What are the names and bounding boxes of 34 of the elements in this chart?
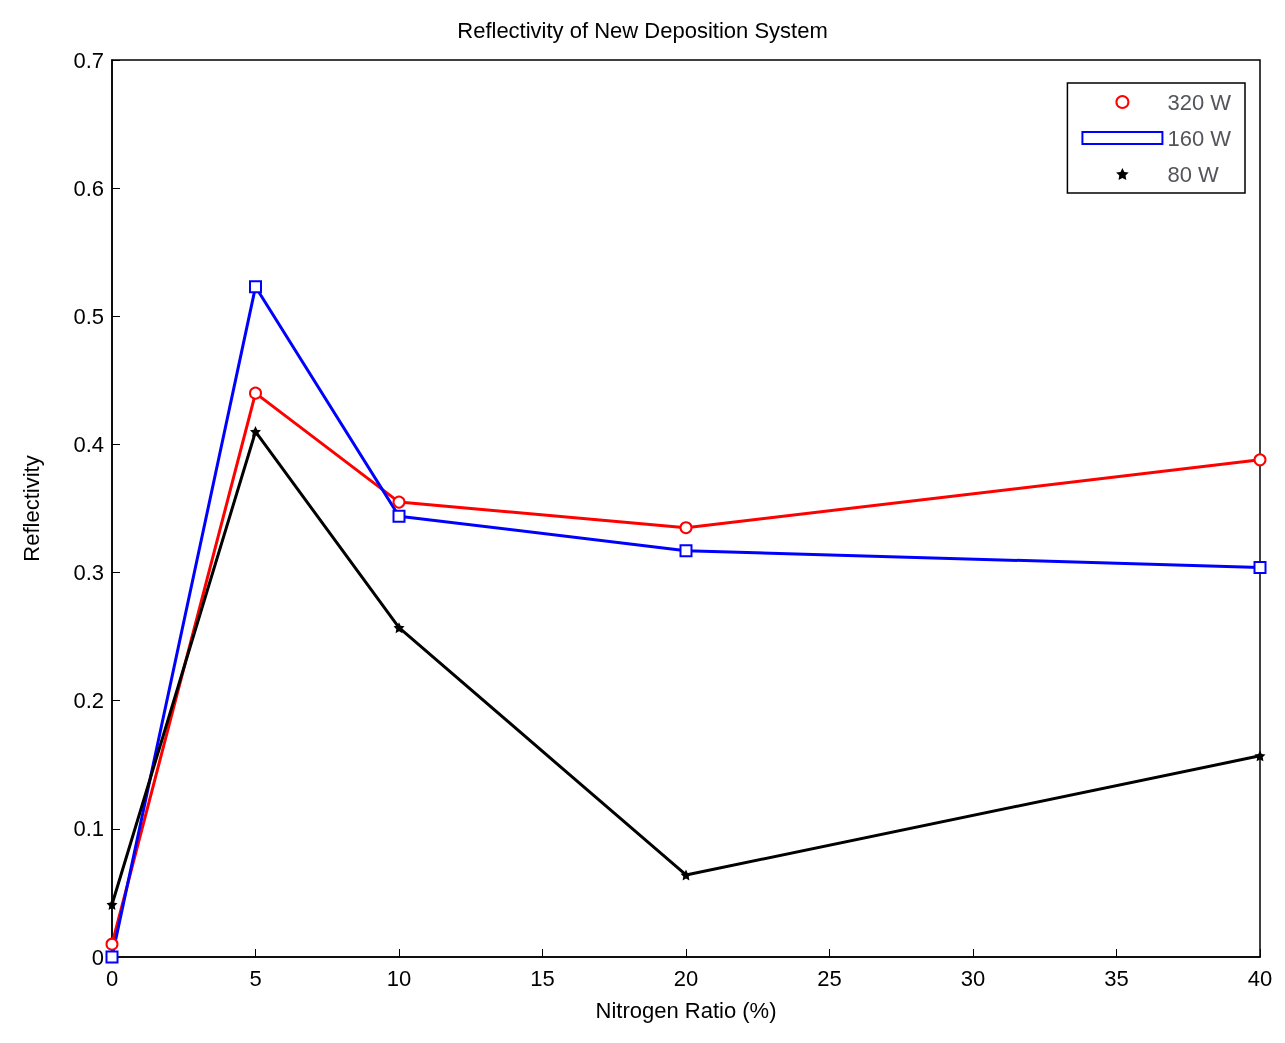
point bbox=[249, 386, 262, 400]
x-tick-label: 10 bbox=[386, 965, 412, 991]
y-axis-title: Reflectivity bbox=[18, 455, 44, 562]
x-tick-label: 35 bbox=[1104, 965, 1129, 991]
y-tick-label: 0 bbox=[91, 944, 104, 970]
point bbox=[392, 509, 406, 523]
x-tick-label: 15 bbox=[530, 965, 555, 991]
x-tick-label: 20 bbox=[673, 965, 699, 991]
point bbox=[392, 495, 406, 509]
point bbox=[1253, 453, 1267, 467]
point bbox=[679, 544, 693, 558]
y-tick-label: 0.2 bbox=[73, 688, 104, 714]
point bbox=[105, 937, 119, 951]
point bbox=[250, 426, 261, 438]
point bbox=[679, 521, 693, 535]
y-tick-label: 0.7 bbox=[73, 47, 104, 73]
y-tick-label: 0.1 bbox=[73, 816, 104, 842]
x-axis-title: Nitrogen Ratio (%) bbox=[595, 997, 777, 1023]
point bbox=[1253, 560, 1267, 574]
x-tick-label: 30 bbox=[960, 965, 986, 991]
legend-label: 320 W bbox=[1167, 89, 1232, 115]
y-tick-label: 0.4 bbox=[73, 431, 104, 457]
y-tick-label: 0.3 bbox=[73, 560, 104, 586]
point bbox=[249, 280, 262, 294]
chart-title: Reflectivity of New Deposition System bbox=[457, 17, 828, 43]
x-tick-label: 25 bbox=[817, 965, 842, 991]
legend-label: 160 W bbox=[1167, 125, 1232, 151]
legend-label: 80 W bbox=[1167, 161, 1219, 187]
x-tick-label: 40 bbox=[1247, 965, 1273, 991]
y-tick-label: 0.6 bbox=[73, 175, 104, 201]
point bbox=[393, 622, 405, 634]
x-tick-label: 5 bbox=[249, 965, 262, 991]
y-tick-label: 0.5 bbox=[73, 303, 104, 329]
point bbox=[1254, 750, 1266, 762]
